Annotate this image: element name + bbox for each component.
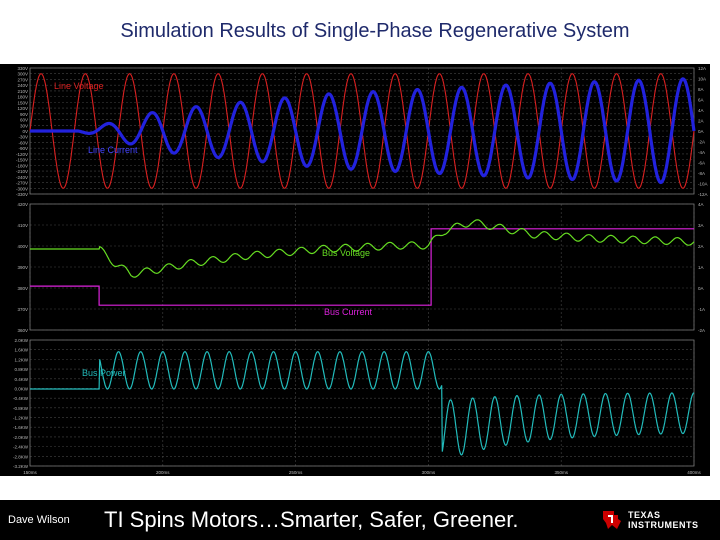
- y-tick-label-left: -1.6KW: [13, 425, 29, 430]
- y-tick-label-right: -4A: [698, 150, 705, 155]
- author-name: Dave Wilson: [8, 514, 70, 526]
- y-tick-label-left: 330V: [17, 66, 28, 71]
- y-tick-label-left: 180V: [17, 95, 28, 100]
- pane-border: [29, 203, 695, 331]
- y-tick-label-left: 410V: [17, 223, 28, 228]
- y-tick-label-left: 370V: [17, 307, 28, 312]
- x-tick-label: 300ms: [422, 470, 436, 475]
- ti-logo-icon: [603, 511, 621, 529]
- y-tick-label-right: -2A: [698, 328, 705, 333]
- y-tick-label-left: 210V: [17, 89, 28, 94]
- y-tick-label-left: 0.4KW: [14, 377, 28, 382]
- line-voltage-label: Line Voltage: [54, 81, 104, 91]
- line-current-series: [30, 77, 696, 185]
- y-tick-label-right: 2A: [698, 119, 704, 124]
- bus-power-label: Bus Power: [82, 368, 126, 378]
- y-tick-label-left: 0.0KW: [14, 386, 28, 391]
- y-tick-label-right: 1A: [698, 265, 704, 270]
- y-tick-label-left: -90V: [18, 146, 28, 151]
- y-tick-label-right: -2A: [698, 140, 705, 145]
- y-tick-label-left: -1.2KW: [13, 416, 29, 421]
- x-tick-label: 400ms: [687, 470, 701, 475]
- y-tick-label-right: 12A: [698, 66, 706, 71]
- y-tick-label-left: -2.8KW: [13, 454, 29, 459]
- y-tick-label-right: 6A: [698, 98, 704, 103]
- y-tick-label-right: 2A: [698, 244, 704, 249]
- y-tick-label-right: 0A: [698, 286, 704, 291]
- y-tick-label-left: 30V: [20, 123, 28, 128]
- bus-pane: 420V 410V 400V 390V 380V 370V 360V 4A 3A 2A 1A 0A -1…: [17, 202, 705, 333]
- footer: Dave Wilson TI Spins Motors…Smarter, Saf…: [0, 500, 720, 540]
- tagline: TI Spins Motors…Smarter, Safer, Greener.: [104, 507, 519, 532]
- y-tick-label-left: -2.4KW: [13, 445, 29, 450]
- y-tick-label-left: -210V: [16, 169, 28, 174]
- y-tick-label-left: 0V: [22, 129, 28, 134]
- bus-power-series: [30, 351, 695, 456]
- y-tick-label-left: -270V: [16, 181, 28, 186]
- ti-wordmark: TEXAS INSTRUMENTS: [628, 510, 699, 530]
- y-tick-label-left: -120V: [16, 152, 28, 157]
- y-tick-label-right: 4A: [698, 108, 704, 113]
- y-tick-label-right: -12A: [698, 192, 708, 197]
- slide-title: Simulation Results of Single-Phase Regen…: [120, 20, 630, 42]
- x-axis: 150ms 200ms 250ms 300ms 350ms 400ms: [23, 470, 701, 475]
- y-tick-label-left: -3.2KW: [13, 464, 29, 469]
- bus-current-label: Bus Current: [324, 307, 373, 317]
- y-tick-label-left: 2.0KW: [14, 338, 28, 343]
- y-tick-label-left: 0.8KW: [14, 367, 28, 372]
- y-tick-label-left: 400V: [17, 244, 28, 249]
- simulation-plot: 330V300V270V240V210V180V150V120V90V60V30…: [0, 64, 710, 476]
- y-tick-label-left: -30V: [18, 135, 28, 140]
- y-tick-label-right: 8A: [698, 87, 704, 92]
- line-current-label: Line Current: [88, 145, 138, 155]
- y-tick-label-left: 420V: [17, 202, 28, 207]
- bus-voltage-label: Bus Voltage: [322, 248, 370, 258]
- ti-wordmark-line1: TEXAS: [628, 510, 661, 520]
- y-tick-label-left: -0.8KW: [13, 406, 29, 411]
- x-tick-label: 350ms: [554, 470, 568, 475]
- bus-current-series: [30, 228, 694, 306]
- y-tick-label-right: -1A: [698, 307, 705, 312]
- pane-border: [29, 339, 695, 467]
- y-tick-label-left: -60V: [18, 140, 28, 145]
- y-tick-label-right: 10A: [698, 77, 706, 82]
- x-tick-label: 200ms: [156, 470, 170, 475]
- y-tick-label-left: 1.6KW: [14, 348, 28, 353]
- x-tick-label: 150ms: [23, 470, 37, 475]
- y-tick-label-left: 60V: [20, 118, 28, 123]
- power-pane: 2.0KW 1.6KW 1.2KW 0.8KW 0.4KW 0.0KW -0.4KW -0.8…: [13, 338, 695, 469]
- ti-wordmark-line2: INSTRUMENTS: [628, 520, 699, 530]
- y-tick-label-right: -10A: [698, 182, 708, 187]
- y-tick-label-left: 120V: [17, 106, 28, 111]
- bus-voltage-series: [30, 219, 695, 278]
- y-tick-label-left: 360V: [17, 328, 28, 333]
- y-tick-label-left: 90V: [20, 112, 28, 117]
- y-tick-label-right: 0A: [698, 129, 704, 134]
- y-tick-label-left: -330V: [16, 192, 28, 197]
- y-tick-label-left: -180V: [16, 163, 28, 168]
- y-tick-label-left: -0.4KW: [13, 396, 29, 401]
- y-tick-label-left: 390V: [17, 265, 28, 270]
- y-tick-label-right: -6A: [698, 161, 705, 166]
- y-tick-label-left: 300V: [17, 72, 28, 77]
- y-tick-label-left: 150V: [17, 100, 28, 105]
- y-tick-label-left: 380V: [17, 286, 28, 291]
- y-tick-label-left: 240V: [17, 83, 28, 88]
- y-tick-label-right: -8A: [698, 171, 705, 176]
- y-tick-label-left: 270V: [17, 77, 28, 82]
- y-tick-label-left: -150V: [16, 158, 28, 163]
- y-tick-label-right: 3A: [698, 223, 704, 228]
- y-tick-label-right: 4A: [698, 202, 704, 207]
- y-tick-label-left: 1.2KW: [14, 357, 28, 362]
- y-tick-label-left: -2.0KW: [13, 435, 29, 440]
- y-tick-label-left: -300V: [16, 186, 28, 191]
- line-pane: 330V300V270V240V210V180V150V120V90V60V30…: [16, 66, 708, 197]
- x-tick-label: 250ms: [289, 470, 303, 475]
- y-tick-label-left: -240V: [16, 175, 28, 180]
